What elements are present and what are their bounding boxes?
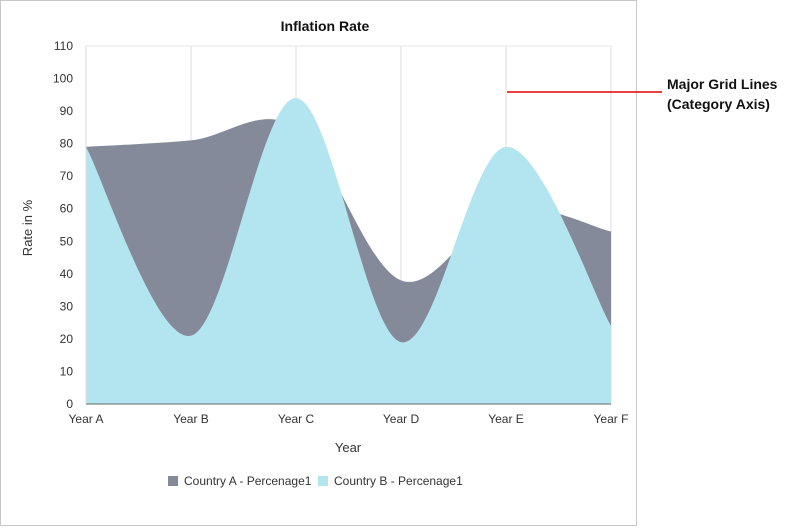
y-tick-label: 50 (60, 234, 74, 248)
area-series-2 (86, 98, 611, 405)
y-tick-label: 0 (66, 397, 73, 411)
y-tick-label: 30 (60, 299, 74, 313)
y-tick-label: 110 (54, 39, 73, 53)
x-tick-label: Year F (594, 412, 629, 426)
legend-label: Country B - Percenage1 (334, 474, 463, 488)
x-axis-title: Year (335, 440, 362, 455)
chart-title: Inflation Rate (281, 18, 370, 34)
x-tick-label: Year B (173, 412, 209, 426)
annotation-line-1: Major Grid Lines (667, 76, 778, 92)
legend-item: Country A - Percenage1 (168, 474, 312, 488)
x-axis-ticks: Year A Year B Year C Year D Year E Year F (69, 412, 629, 426)
x-tick-label: Year C (278, 412, 315, 426)
y-tick-label: 20 (60, 332, 74, 346)
legend-item: Country B - Percenage1 (318, 474, 463, 488)
annotation-line-2: (Category Axis) (667, 96, 770, 112)
annotation-callout: Major Grid Lines (Category Axis) (667, 74, 777, 114)
legend-swatch (168, 476, 178, 486)
legend-swatch (318, 476, 328, 486)
area-series (86, 98, 611, 405)
x-tick-label: Year A (69, 412, 104, 426)
x-tick-label: Year D (383, 412, 420, 426)
y-tick-label: 40 (60, 267, 74, 281)
y-tick-label: 10 (60, 364, 74, 378)
legend-label: Country A - Percenage1 (184, 474, 312, 488)
y-tick-label: 60 (60, 202, 74, 216)
y-axis-title: Rate in % (20, 199, 35, 256)
y-axis-ticks: 0 10 20 30 40 50 60 70 80 90 100 110 (53, 39, 73, 411)
legend: Country A - Percenage1 Country B - Percen… (168, 474, 463, 488)
y-tick-label: 100 (53, 72, 73, 86)
y-tick-label: 90 (60, 104, 74, 118)
x-tick-label: Year E (488, 412, 524, 426)
y-tick-label: 70 (60, 169, 74, 183)
y-tick-label: 80 (60, 137, 74, 151)
